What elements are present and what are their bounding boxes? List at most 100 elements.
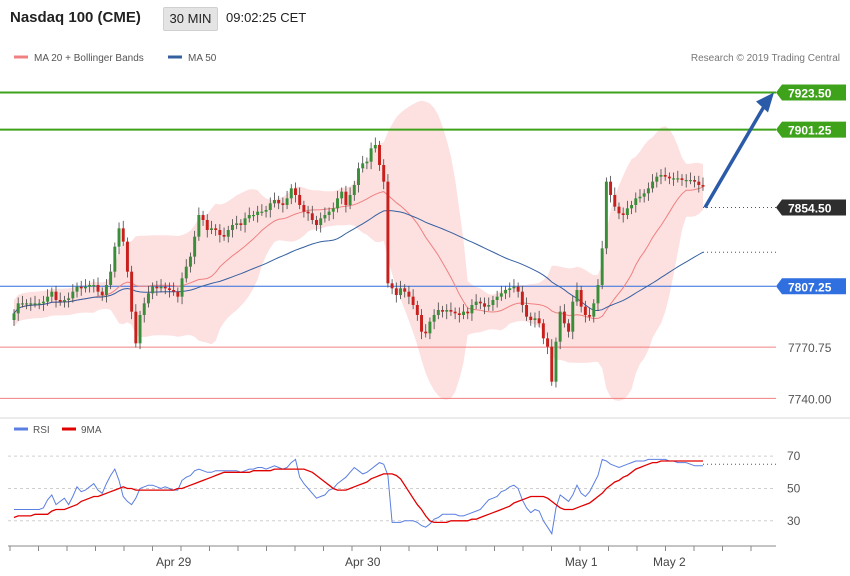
candle <box>537 310 541 328</box>
candle <box>613 187 617 211</box>
candle <box>159 279 163 293</box>
candle-body <box>142 303 146 315</box>
candle-body <box>470 305 474 314</box>
rsi-series-9ma <box>13 460 703 524</box>
instrument-title: Nasdaq 100 (CME) <box>10 9 141 26</box>
candle <box>424 324 428 338</box>
candle <box>550 339 554 386</box>
candle <box>277 195 281 210</box>
candle <box>449 302 453 316</box>
candle <box>487 297 491 311</box>
candle-body <box>596 285 600 304</box>
candle <box>88 280 92 293</box>
candle-body <box>512 286 516 289</box>
candle <box>273 192 276 208</box>
candle-body <box>357 168 360 185</box>
candle-body <box>571 301 575 332</box>
ma50-line <box>13 210 704 314</box>
candle-body <box>100 291 104 295</box>
candle-body <box>676 178 680 180</box>
candle-body <box>529 316 533 320</box>
candle <box>533 312 537 328</box>
candle <box>344 185 348 213</box>
candle-body <box>79 286 83 289</box>
candle-body <box>172 290 176 292</box>
candle <box>117 222 121 255</box>
candle <box>504 285 508 300</box>
timeframe-badge[interactable]: 30 MIN <box>163 7 218 31</box>
candle-body <box>50 291 54 297</box>
candle-body <box>659 175 663 177</box>
candle <box>394 282 398 303</box>
ma20-legend-label: MA 20 + Bollinger Bands <box>34 53 144 64</box>
candle-body <box>260 211 264 213</box>
candle <box>298 187 302 210</box>
candle-body <box>369 148 373 162</box>
candle-body <box>630 205 634 209</box>
candle <box>197 207 201 241</box>
candle <box>403 284 407 298</box>
level-label-7923-50: 7923.50 <box>776 84 846 101</box>
candle <box>546 332 550 355</box>
candle-body <box>499 293 503 297</box>
candle-body <box>550 346 554 382</box>
candle-body <box>121 228 125 242</box>
candle-body <box>235 223 239 225</box>
candle-body <box>323 215 327 219</box>
main-legend: MA 20 + Bollinger Bands MA 50 Research ©… <box>14 53 840 64</box>
candle-body <box>361 163 365 169</box>
candle <box>567 319 571 338</box>
candle <box>25 299 29 310</box>
candle <box>285 190 289 210</box>
candle-body <box>390 283 394 289</box>
candle-body <box>474 301 478 305</box>
candle-body <box>516 286 520 292</box>
rsi-tick-label: 70 <box>787 449 801 463</box>
candle <box>659 169 663 185</box>
bollinger-band <box>14 100 703 401</box>
candle <box>571 295 575 340</box>
candle-body <box>365 161 369 164</box>
candle-body <box>386 181 390 284</box>
candle <box>554 337 558 388</box>
candle <box>495 290 499 308</box>
candle <box>428 317 432 340</box>
level-label-7770-75: 7770.75 <box>788 341 832 355</box>
candle-body <box>336 198 339 209</box>
candle-body <box>75 286 79 292</box>
candle-body <box>634 198 638 205</box>
candle <box>92 279 96 293</box>
candle <box>79 280 83 296</box>
candle <box>697 175 701 193</box>
candle <box>415 300 419 321</box>
candle <box>638 189 642 203</box>
candle-body <box>29 303 33 305</box>
candle <box>235 215 239 230</box>
candle-body <box>436 310 440 315</box>
candle <box>205 214 209 238</box>
candle <box>693 175 697 188</box>
candle-body <box>583 306 587 315</box>
rsi-tick-label: 30 <box>787 514 801 528</box>
candle-body <box>37 303 41 305</box>
candle-body <box>445 310 449 312</box>
candle-body <box>638 196 642 199</box>
candle-body <box>348 195 352 205</box>
candle-body <box>285 198 289 205</box>
candle-body <box>310 213 314 220</box>
candle <box>46 289 50 306</box>
ma9-legend-label: 9MA <box>81 425 102 436</box>
candle-body <box>352 185 356 195</box>
candle <box>457 307 461 323</box>
candle-body <box>289 188 293 199</box>
level-label-7854-50: 7854.50 <box>776 199 846 216</box>
candle-body <box>96 285 100 292</box>
candle-body <box>188 256 192 267</box>
candle <box>193 230 197 265</box>
candle-body <box>151 286 155 294</box>
candle-body <box>193 236 197 257</box>
moving-averages <box>13 186 704 320</box>
candle-body <box>457 313 461 315</box>
candle-body <box>201 215 205 220</box>
candle-body <box>428 321 432 334</box>
